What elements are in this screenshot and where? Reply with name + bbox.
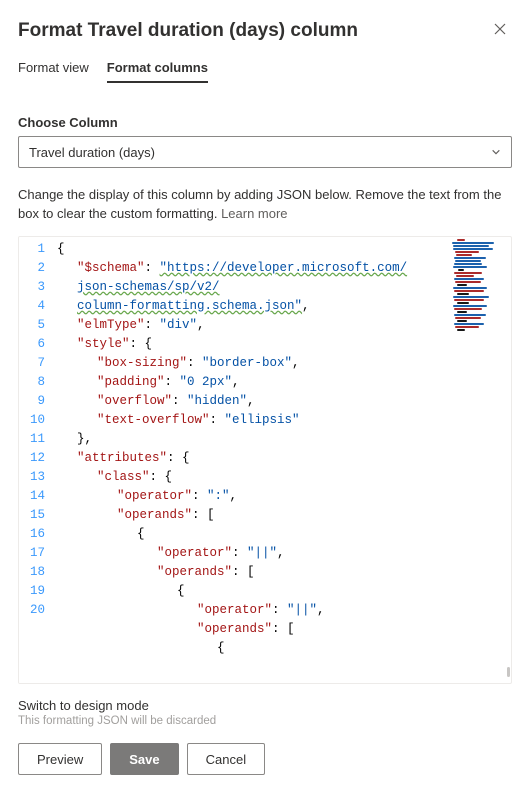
close-icon bbox=[494, 23, 506, 35]
button-row: Preview Save Cancel bbox=[18, 743, 512, 775]
code-line: "operands": [ bbox=[57, 563, 511, 582]
gutter-line: 19 bbox=[19, 582, 45, 601]
code-line: "text-overflow": "ellipsis" bbox=[57, 411, 511, 430]
tab-strip: Format view Format columns bbox=[18, 56, 512, 83]
close-button[interactable] bbox=[488, 18, 512, 43]
gutter-line: 2 bbox=[19, 259, 45, 278]
code-line: "overflow": "hidden", bbox=[57, 392, 511, 411]
panel-title: Format Travel duration (days) column bbox=[18, 20, 358, 42]
gutter-line: 16 bbox=[19, 525, 45, 544]
code-line: { bbox=[57, 639, 511, 658]
code-line: "attributes": { bbox=[57, 449, 511, 468]
code-line: "$schema": "https://developer.microsoft.… bbox=[57, 259, 511, 278]
choose-column-label: Choose Column bbox=[18, 115, 512, 130]
gutter-line: 11 bbox=[19, 430, 45, 449]
gutter-line: 3 bbox=[19, 278, 45, 297]
tab-format-view[interactable]: Format view bbox=[18, 56, 89, 83]
gutter-line: 7 bbox=[19, 354, 45, 373]
code-line: "padding": "0 2px", bbox=[57, 373, 511, 392]
code-line: { bbox=[57, 582, 511, 601]
code-line: "operator": "||", bbox=[57, 601, 511, 620]
json-editor[interactable]: 1234567891011121314151617181920 {"$schem… bbox=[18, 236, 512, 684]
help-text: Change the display of this column by add… bbox=[18, 186, 512, 224]
chevron-down-icon bbox=[491, 147, 501, 157]
gutter-line: 5 bbox=[19, 316, 45, 335]
preview-button[interactable]: Preview bbox=[18, 743, 102, 775]
learn-more-link[interactable]: Learn more bbox=[221, 206, 287, 221]
gutter-line: 10 bbox=[19, 411, 45, 430]
gutter-line: 1 bbox=[19, 240, 45, 259]
switch-design-mode-link[interactable]: Switch to design mode bbox=[18, 698, 512, 713]
code-line: "operator": ":", bbox=[57, 487, 511, 506]
panel-header: Format Travel duration (days) column bbox=[18, 20, 512, 56]
gutter-line: 6 bbox=[19, 335, 45, 354]
code-line: "operands": [ bbox=[57, 506, 511, 525]
gutter-line: 17 bbox=[19, 544, 45, 563]
tab-format-columns[interactable]: Format columns bbox=[107, 56, 208, 83]
gutter-line: 12 bbox=[19, 449, 45, 468]
code-line: "operator": "||", bbox=[57, 544, 511, 563]
column-select-value: Travel duration (days) bbox=[29, 145, 155, 160]
code-line: column-formatting.schema.json", bbox=[57, 297, 511, 316]
scrollbar-thumb[interactable] bbox=[507, 667, 510, 677]
cancel-button[interactable]: Cancel bbox=[187, 743, 265, 775]
gutter-line: 9 bbox=[19, 392, 45, 411]
editor-gutter: 1234567891011121314151617181920 bbox=[19, 237, 53, 683]
gutter-line: 4 bbox=[19, 297, 45, 316]
code-line: { bbox=[57, 240, 511, 259]
code-line: "style": { bbox=[57, 335, 511, 354]
column-select[interactable]: Travel duration (days) bbox=[18, 136, 512, 168]
switch-note: This formatting JSON will be discarded bbox=[18, 715, 512, 727]
save-button[interactable]: Save bbox=[110, 743, 178, 775]
gutter-line: 13 bbox=[19, 468, 45, 487]
code-line: { bbox=[57, 525, 511, 544]
code-line: "elmType": "div", bbox=[57, 316, 511, 335]
code-line: }, bbox=[57, 430, 511, 449]
code-line: "class": { bbox=[57, 468, 511, 487]
switch-mode-block: Switch to design mode This formatting JS… bbox=[18, 698, 512, 727]
gutter-line: 18 bbox=[19, 563, 45, 582]
format-column-panel: Format Travel duration (days) column For… bbox=[0, 0, 530, 789]
editor-code[interactable]: {"$schema": "https://developer.microsoft… bbox=[53, 237, 511, 683]
gutter-line: 14 bbox=[19, 487, 45, 506]
code-line: "box-sizing": "border-box", bbox=[57, 354, 511, 373]
gutter-line: 15 bbox=[19, 506, 45, 525]
gutter-line: 20 bbox=[19, 601, 45, 620]
gutter-line: 8 bbox=[19, 373, 45, 392]
code-line: "operands": [ bbox=[57, 620, 511, 639]
code-line: json-schemas/sp/v2/ bbox=[57, 278, 511, 297]
